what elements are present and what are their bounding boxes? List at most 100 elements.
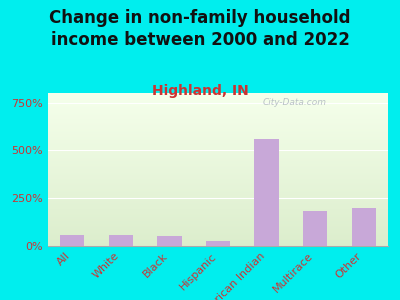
Bar bbox=[48, 109, 388, 110]
Bar bbox=[48, 207, 388, 208]
Bar bbox=[48, 240, 388, 241]
Bar bbox=[48, 206, 388, 207]
Bar bbox=[48, 161, 388, 162]
Bar bbox=[48, 121, 388, 122]
Bar bbox=[48, 120, 388, 121]
Bar bbox=[48, 153, 388, 154]
Bar bbox=[48, 159, 388, 160]
Bar bbox=[48, 102, 388, 103]
Bar bbox=[48, 154, 388, 155]
Bar bbox=[48, 98, 388, 99]
Bar bbox=[48, 140, 388, 141]
Text: Change in non-family household
income between 2000 and 2022: Change in non-family household income be… bbox=[49, 9, 351, 49]
Bar bbox=[48, 132, 388, 133]
Bar bbox=[48, 195, 388, 196]
Bar bbox=[48, 126, 388, 127]
Bar bbox=[48, 204, 388, 205]
Bar bbox=[48, 146, 388, 147]
Bar bbox=[48, 144, 388, 145]
Bar bbox=[48, 236, 388, 237]
Bar bbox=[48, 179, 388, 180]
Bar bbox=[48, 125, 388, 126]
Bar bbox=[48, 163, 388, 164]
Bar bbox=[48, 223, 388, 224]
Bar bbox=[48, 231, 388, 232]
Bar bbox=[48, 218, 388, 219]
Bar bbox=[48, 97, 388, 98]
Bar bbox=[48, 117, 388, 118]
Bar bbox=[48, 237, 388, 238]
Bar bbox=[48, 177, 388, 178]
Bar bbox=[48, 202, 388, 203]
Bar bbox=[48, 111, 388, 112]
Bar bbox=[48, 118, 388, 119]
Bar bbox=[48, 184, 388, 185]
Bar bbox=[48, 101, 388, 102]
Bar bbox=[48, 119, 388, 120]
Bar bbox=[48, 188, 388, 189]
Bar bbox=[48, 130, 388, 131]
Bar bbox=[48, 213, 388, 214]
Bar bbox=[48, 232, 388, 233]
Bar bbox=[48, 143, 388, 144]
Bar bbox=[48, 200, 388, 201]
Bar bbox=[48, 123, 388, 124]
Bar bbox=[48, 106, 388, 107]
Bar bbox=[48, 221, 388, 222]
Bar bbox=[254, 139, 279, 246]
Bar bbox=[48, 190, 388, 191]
Bar bbox=[48, 211, 388, 212]
Bar bbox=[60, 236, 84, 246]
Bar bbox=[48, 158, 388, 159]
Bar bbox=[48, 187, 388, 188]
Bar bbox=[48, 99, 388, 100]
Bar bbox=[48, 128, 388, 129]
Bar bbox=[48, 131, 388, 132]
Bar bbox=[157, 236, 182, 246]
Bar bbox=[48, 100, 388, 101]
Bar bbox=[48, 197, 388, 198]
Bar bbox=[48, 114, 388, 115]
Bar bbox=[48, 152, 388, 153]
Bar bbox=[48, 198, 388, 199]
Bar bbox=[48, 173, 388, 174]
Bar bbox=[48, 191, 388, 192]
Bar bbox=[48, 165, 388, 166]
Bar bbox=[48, 209, 388, 210]
Bar bbox=[352, 208, 376, 246]
Bar bbox=[48, 193, 388, 194]
Bar bbox=[48, 239, 388, 240]
Bar bbox=[48, 224, 388, 225]
Bar bbox=[48, 185, 388, 186]
Bar bbox=[48, 245, 388, 246]
Bar bbox=[48, 201, 388, 202]
Bar bbox=[48, 228, 388, 229]
Bar bbox=[48, 170, 388, 171]
Bar bbox=[48, 148, 388, 149]
Bar bbox=[48, 133, 388, 134]
Bar bbox=[48, 233, 388, 234]
Bar bbox=[48, 149, 388, 150]
Bar bbox=[48, 171, 388, 172]
Bar bbox=[48, 235, 388, 236]
Bar bbox=[48, 95, 388, 96]
Bar bbox=[48, 216, 388, 217]
Bar bbox=[48, 157, 388, 158]
Bar bbox=[48, 229, 388, 230]
Bar bbox=[48, 135, 388, 136]
Bar bbox=[48, 112, 388, 113]
Bar bbox=[48, 168, 388, 169]
Bar bbox=[48, 107, 388, 108]
Bar bbox=[48, 178, 388, 179]
Bar bbox=[48, 116, 388, 117]
Bar bbox=[48, 186, 388, 187]
Bar bbox=[48, 243, 388, 244]
Bar bbox=[48, 212, 388, 213]
Bar bbox=[109, 235, 133, 246]
Bar bbox=[48, 180, 388, 181]
Bar bbox=[48, 104, 388, 105]
Bar bbox=[48, 160, 388, 161]
Bar bbox=[48, 145, 388, 146]
Bar bbox=[48, 194, 388, 195]
Bar bbox=[48, 124, 388, 125]
